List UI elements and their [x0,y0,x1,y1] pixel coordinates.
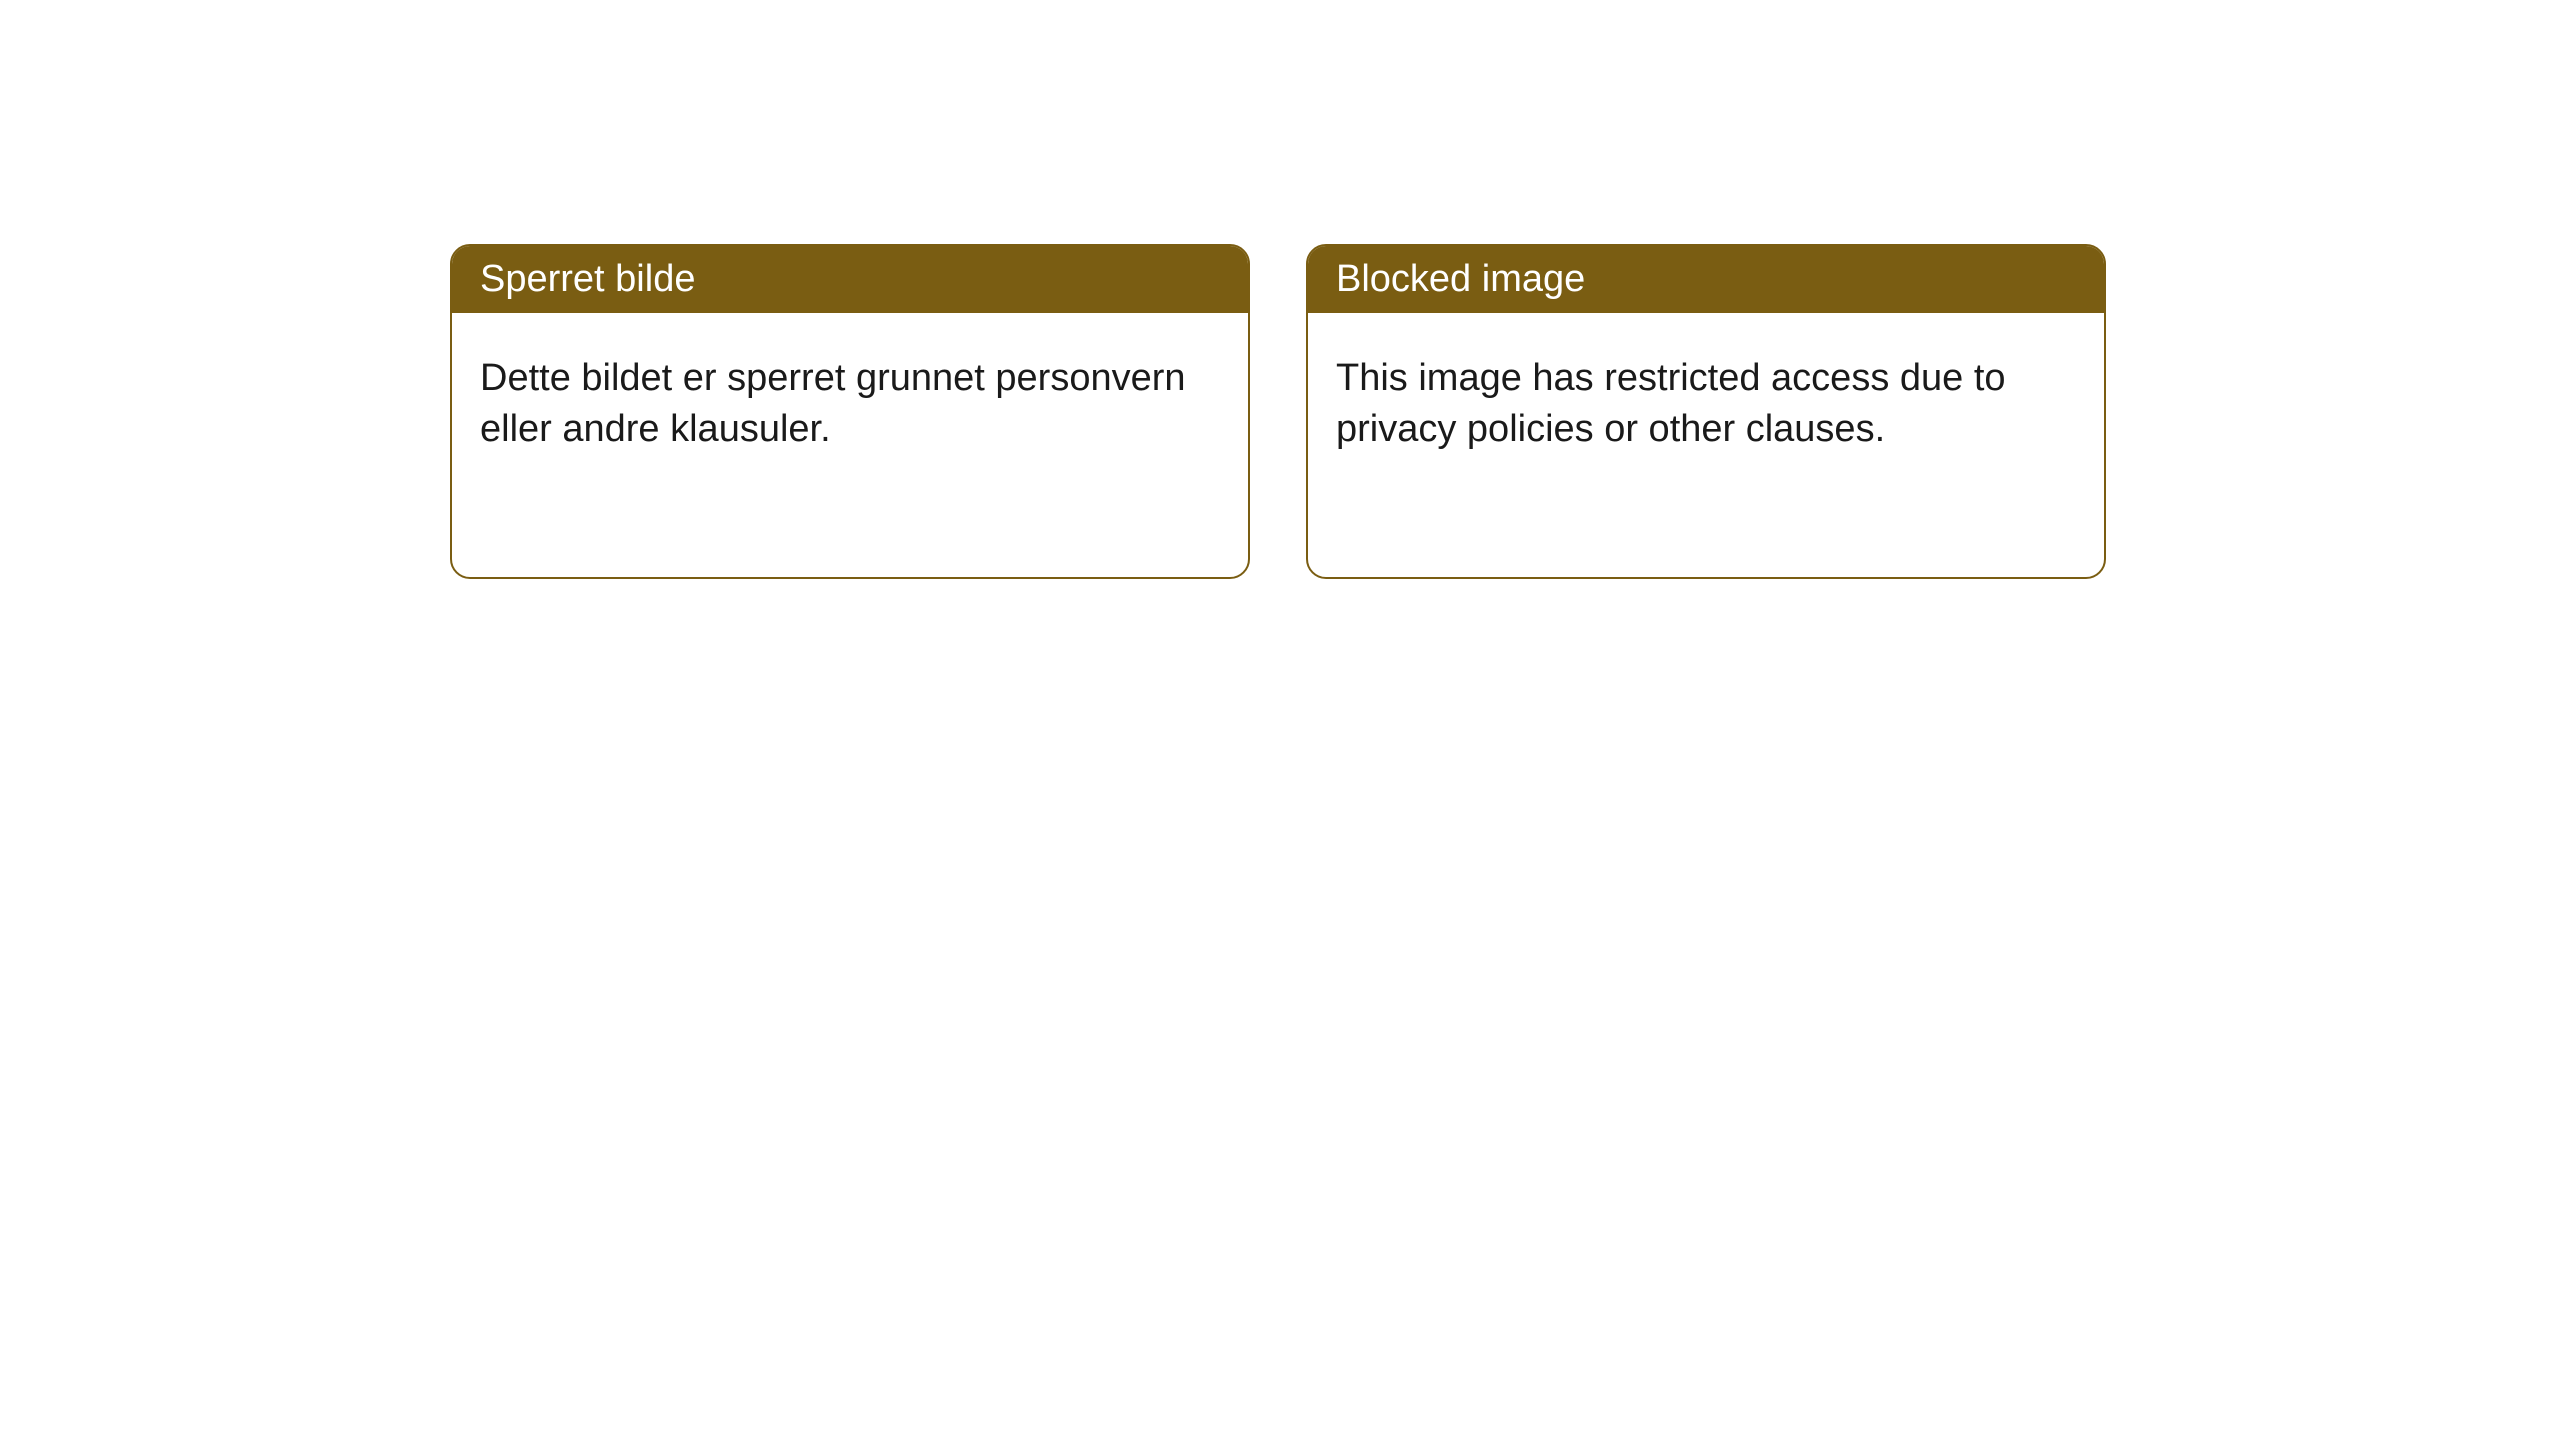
notice-container: Sperret bilde Dette bildet er sperret gr… [450,244,2106,579]
notice-body-norwegian: Dette bildet er sperret grunnet personve… [452,313,1248,496]
notice-box-english: Blocked image This image has restricted … [1306,244,2106,579]
notice-header-norwegian: Sperret bilde [452,246,1248,313]
notice-box-norwegian: Sperret bilde Dette bildet er sperret gr… [450,244,1250,579]
notice-header-english: Blocked image [1308,246,2104,313]
notice-body-english: This image has restricted access due to … [1308,313,2104,496]
